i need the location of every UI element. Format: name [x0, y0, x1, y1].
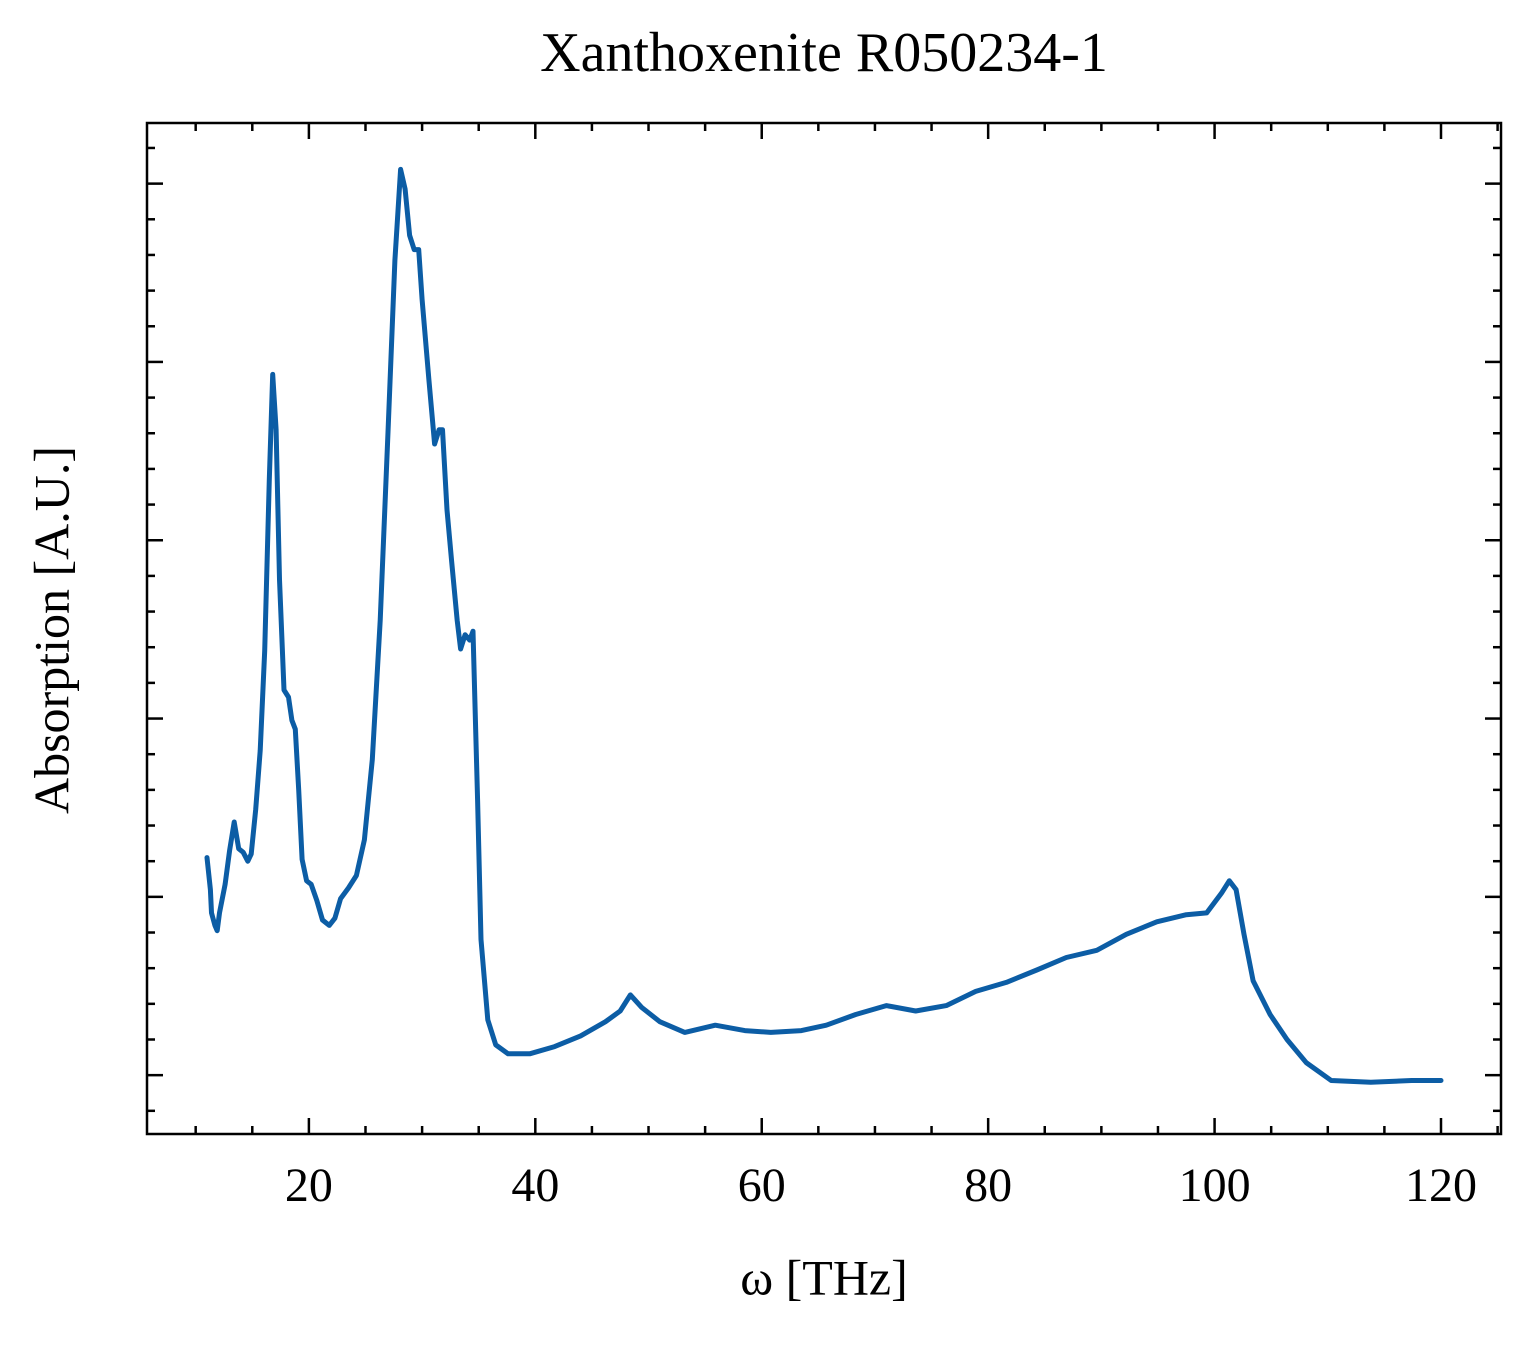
x-tick-label: 120	[1405, 1159, 1477, 1212]
chart-title: Xanthoxenite R050234-1	[540, 22, 1108, 84]
x-tick-label: 40	[511, 1159, 559, 1212]
x-axis-label: ω [THz]	[740, 1249, 908, 1305]
x-tick-label: 60	[738, 1159, 786, 1212]
x-tick-label: 80	[964, 1159, 1012, 1212]
plot-frame	[145, 121, 1503, 1136]
y-axis-label: Absorption [A.U.]	[23, 446, 79, 814]
x-tick-label: 20	[285, 1159, 333, 1212]
data-line	[204, 166, 1444, 1085]
x-tick-label: 100	[1179, 1159, 1251, 1212]
